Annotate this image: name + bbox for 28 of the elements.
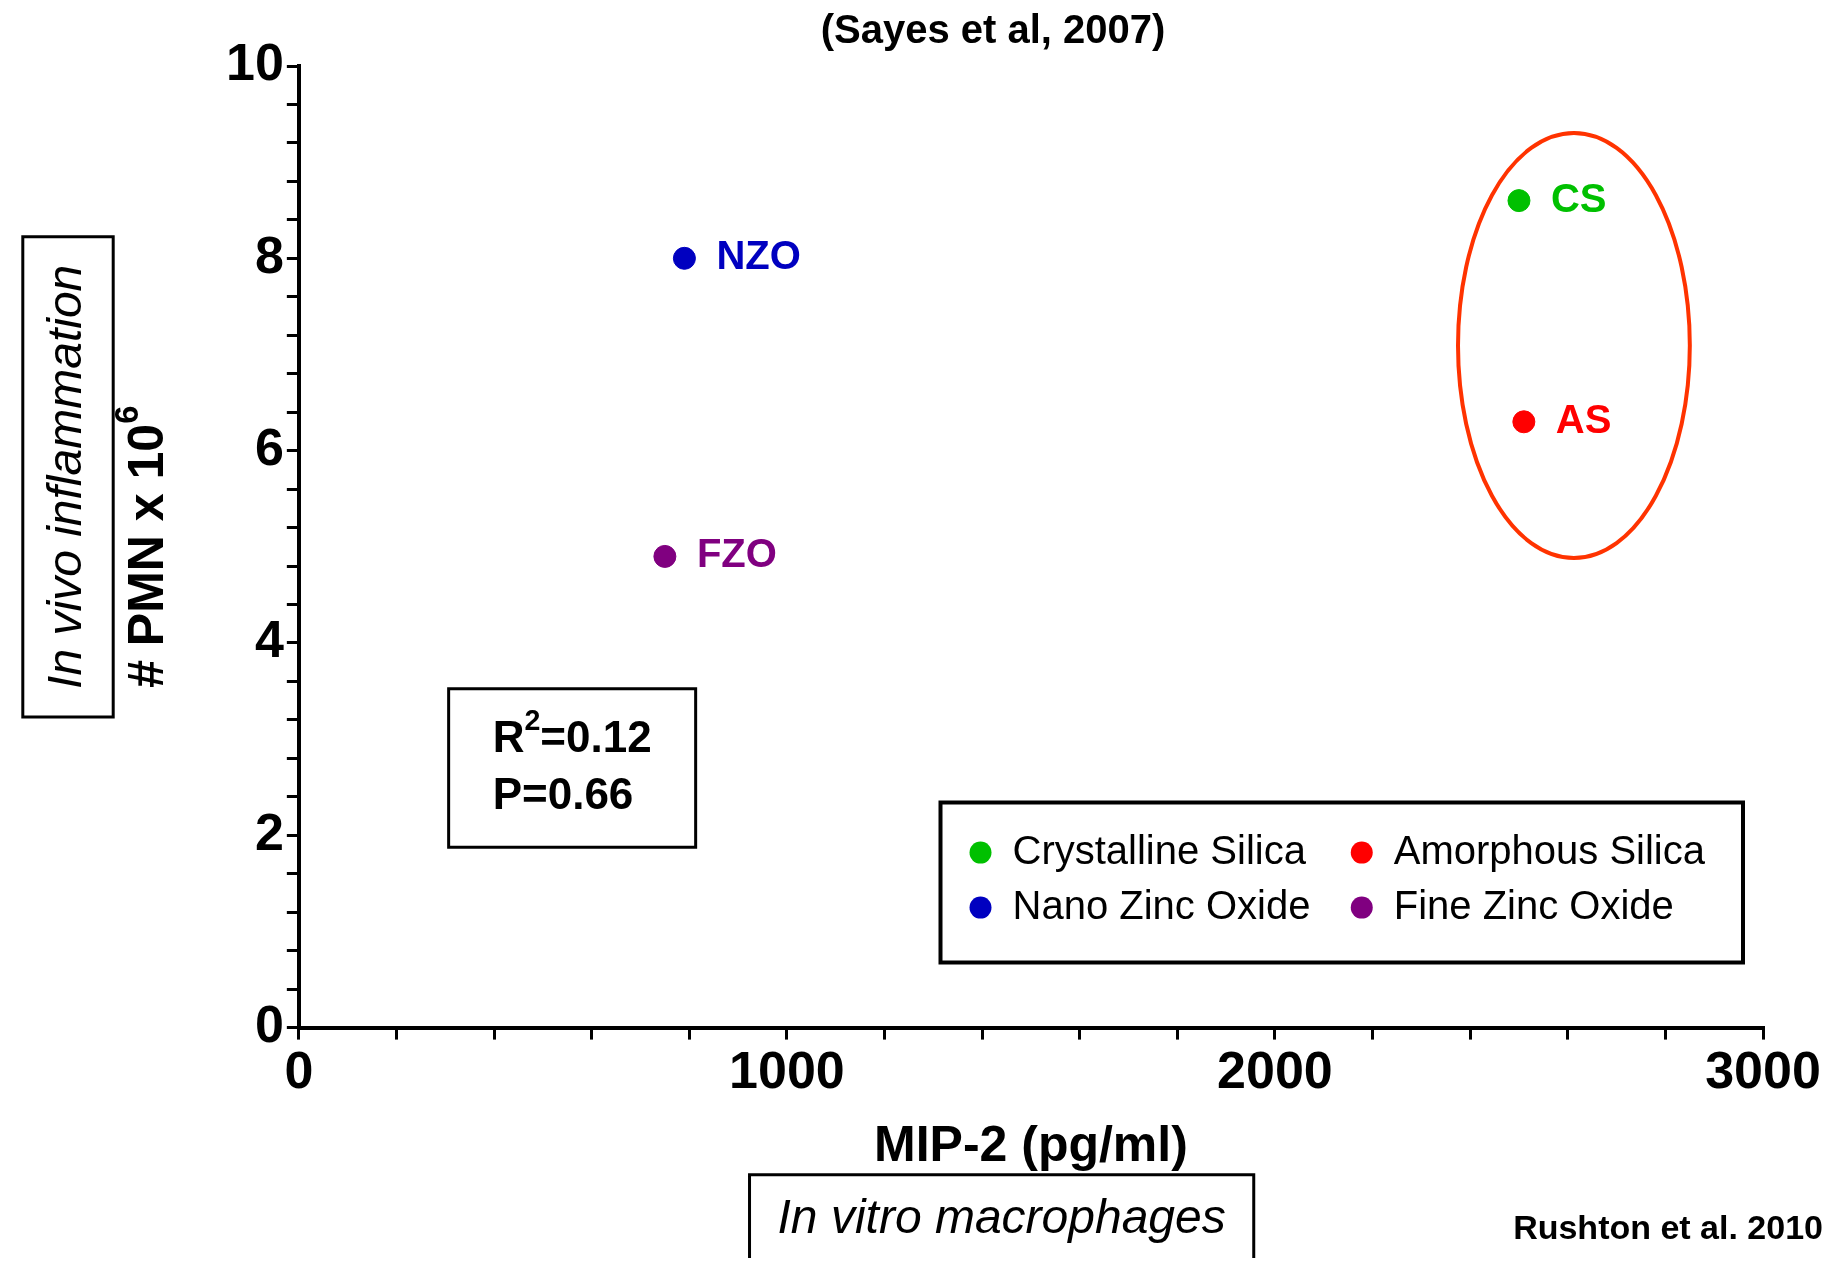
point <box>672 246 696 270</box>
legend-label: Amorphous Silica <box>1393 827 1706 872</box>
y-tick-label: 4 <box>254 610 284 669</box>
x-tick-label: 3000 <box>1705 1041 1821 1100</box>
legend-label: Crystalline Silica <box>1012 827 1307 872</box>
chart-title: (Sayes et al, 2007) <box>820 7 1166 52</box>
y-axis-title: # PMN x 106 <box>108 405 174 688</box>
x-tick-label: 2000 <box>1217 1041 1333 1100</box>
y-tick-label: 2 <box>254 802 284 861</box>
y-tick-label: 0 <box>254 994 284 1053</box>
legend-label: Fine Zinc Oxide <box>1393 882 1674 927</box>
annotation: CS <box>1550 175 1607 220</box>
y-tick-label: 10 <box>226 33 284 92</box>
point <box>653 544 677 568</box>
point <box>1507 189 1531 213</box>
text: In vitro macrophages <box>777 1190 1226 1244</box>
legend-label: Nano Zinc Oxide <box>1012 882 1311 927</box>
annotation: AS <box>1555 396 1612 441</box>
y-tick-label: 6 <box>254 417 284 476</box>
text: Rushton et al. 2010 <box>1513 1208 1824 1247</box>
annotation: P=0.66 <box>492 768 634 818</box>
annotation: NZO <box>716 233 801 278</box>
y-tick-label: 8 <box>254 225 284 284</box>
text: In vivo inflammation <box>38 264 92 689</box>
point <box>1512 410 1536 434</box>
x-axis-title: MIP-2 (pg/ml) <box>873 1116 1188 1173</box>
annotation: FZO <box>696 531 777 576</box>
x-tick-label: 1000 <box>729 1041 845 1100</box>
